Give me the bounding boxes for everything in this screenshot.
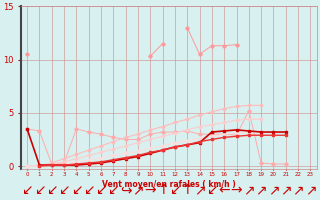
X-axis label: Vent moyen/en rafales ( km/h ): Vent moyen/en rafales ( km/h ) bbox=[102, 180, 236, 189]
